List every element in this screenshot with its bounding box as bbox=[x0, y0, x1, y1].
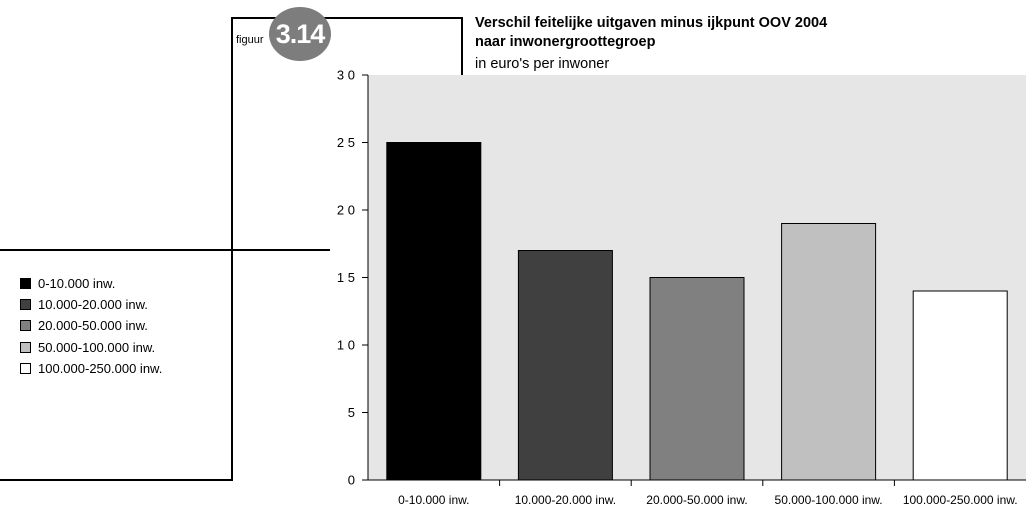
legend-label: 100.000-250.000 inw. bbox=[38, 360, 163, 376]
frame-right-top-line bbox=[461, 17, 463, 75]
x-category-label: 20.000-50.000 inw. bbox=[646, 493, 747, 507]
x-category-label: 100.000-250.000 inw. bbox=[903, 493, 1018, 507]
figure-label: figuur bbox=[236, 34, 264, 46]
legend-box-bottom-line bbox=[0, 479, 233, 481]
legend-label: 20.000-50.000 inw. bbox=[38, 318, 148, 334]
chart-title-line-2: naar inwonergroottegroep bbox=[475, 34, 656, 50]
legend-label: 0-10.000 inw. bbox=[38, 276, 116, 292]
y-tick-label: 0 bbox=[348, 473, 355, 488]
chart-title-line-1: Verschil feitelijke uitgaven minus ijkpu… bbox=[475, 15, 828, 31]
chart-legend: 0-10.000 inw. 10.000-20.000 inw. 20.000-… bbox=[20, 273, 162, 379]
legend-swatch bbox=[20, 320, 31, 332]
bar bbox=[912, 290, 1008, 481]
legend-box-right-line bbox=[231, 249, 233, 481]
legend-swatch bbox=[20, 278, 31, 290]
x-category-label: 50.000-100.000 inw. bbox=[775, 493, 883, 507]
bar bbox=[781, 223, 877, 481]
legend-item: 100.000-250.000 inw. bbox=[20, 358, 162, 379]
legend-swatch bbox=[20, 362, 31, 374]
x-category-label: 10.000-20.000 inw. bbox=[515, 493, 616, 507]
legend-label: 50.000-100.000 inw. bbox=[38, 339, 156, 355]
y-tick-label: 3 0 bbox=[337, 68, 355, 83]
legend-label: 10.000-20.000 inw. bbox=[38, 297, 148, 313]
chart-title: Verschil feitelijke uitgaven minus ijkpu… bbox=[475, 14, 827, 52]
frame-top-line bbox=[231, 17, 463, 19]
y-tick-label: 5 bbox=[348, 405, 355, 420]
legend-item: 0-10.000 inw. bbox=[20, 273, 162, 294]
legend-item: 10.000-20.000 inw. bbox=[20, 294, 162, 315]
legend-swatch bbox=[20, 341, 31, 353]
chart-subtitle: in euro's per inwoner bbox=[475, 56, 610, 72]
bar bbox=[649, 277, 745, 481]
y-tick-label: 2 5 bbox=[337, 135, 355, 150]
legend-swatch bbox=[20, 299, 31, 311]
bar bbox=[386, 142, 482, 481]
bar bbox=[517, 250, 613, 481]
y-tick-label: 1 0 bbox=[337, 338, 355, 353]
frame-middle-line bbox=[0, 249, 330, 251]
legend-item: 20.000-50.000 inw. bbox=[20, 315, 162, 336]
y-tick-label: 1 5 bbox=[337, 270, 355, 285]
legend-item: 50.000-100.000 inw. bbox=[20, 337, 162, 358]
figure-number-badge: 3.14 bbox=[269, 7, 331, 61]
y-tick-label: 2 0 bbox=[337, 203, 355, 218]
frame-left-line bbox=[231, 17, 233, 252]
x-category-label: 0-10.000 inw. bbox=[398, 493, 469, 507]
